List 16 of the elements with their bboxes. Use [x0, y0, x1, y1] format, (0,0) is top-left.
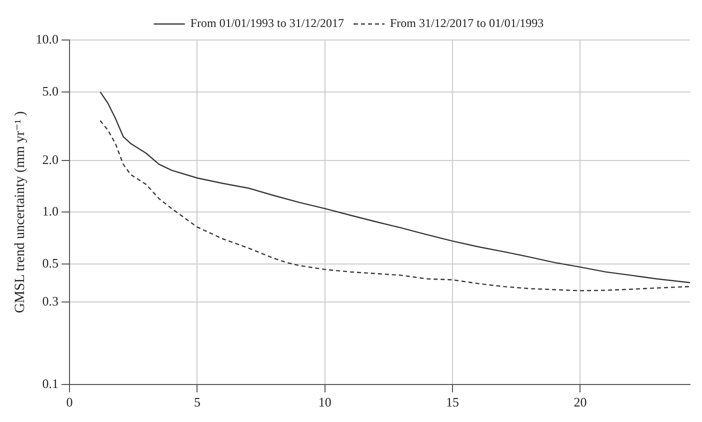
x-tick-label: 15 [446, 394, 460, 410]
x-tick-label: 5 [194, 394, 200, 410]
y-tick-label: 5.0 [42, 83, 59, 98]
legend-label: From 01/01/1993 to 31/12/2017 [190, 16, 344, 30]
y-axis-title: GMSL trend uncertainty (mm yr⁻¹ ) [13, 110, 28, 314]
y-tick-label: 10.0 [36, 31, 59, 46]
y-tick-label: 2.0 [42, 152, 59, 167]
y-tick-label: 0.3 [42, 294, 59, 309]
x-tick-label: 0 [66, 394, 73, 410]
y-tick-label: 0.1 [42, 376, 59, 391]
y-tick-label: 0.5 [42, 255, 59, 270]
x-tick-label: 10 [318, 394, 332, 410]
y-tick-label: 1.0 [42, 204, 59, 219]
x-tick-label: 20 [574, 394, 587, 410]
legend-label: From 31/12/2017 to 01/01/1993 [390, 16, 544, 30]
line-series [100, 120, 690, 292]
